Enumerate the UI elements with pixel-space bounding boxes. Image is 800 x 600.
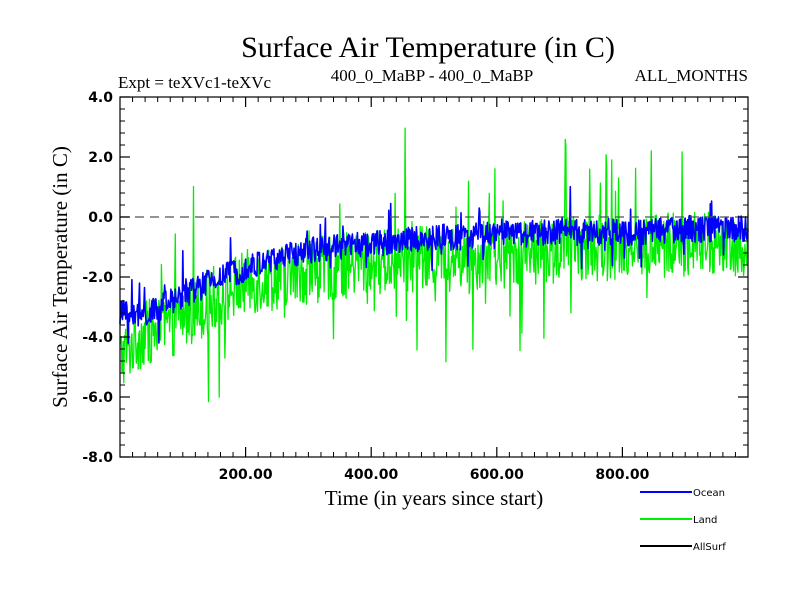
legend-label-allsurf: AllSurf [693,542,726,553]
subtitle-expt: Expt = teXVc1-teXVc [118,73,272,92]
x-tick-label: 600.00 [470,467,524,483]
x-tick-label: 800.00 [595,467,649,483]
chart-title: Surface Air Temperature (in C) [241,31,615,64]
subtitle-period: 400_0_MaBP - 400_0_MaBP [331,66,533,85]
y-axis-label: Surface Air Temperature (in C) [48,146,72,408]
y-tick-label: 0.0 [88,210,113,226]
subtitle-months: ALL_MONTHS [635,66,748,85]
y-tick-label: -2.0 [82,270,113,286]
y-tick-label: -6.0 [82,390,113,406]
series-line-land [119,127,749,403]
legend: Ocean Land AllSurf [640,488,726,553]
y-tick-label: 2.0 [88,150,113,166]
y-tick-label: -8.0 [82,450,113,466]
x-axis-label: Time (in years since start) [325,486,544,510]
series-line-ocean [119,185,749,344]
legend-label-land: Land [693,515,717,526]
x-tick-label: 400.00 [344,467,398,483]
y-tick-label: -4.0 [82,330,113,346]
legend-label-ocean: Ocean [693,488,725,499]
series-layer [119,127,749,403]
x-tick-label: 200.00 [219,467,273,483]
axes-layer: 200.00 400.00 600.00 800.00 -8.0 -6.0 -4.0 -2.0… [82,90,749,483]
y-tick-label: 4.0 [88,90,113,106]
